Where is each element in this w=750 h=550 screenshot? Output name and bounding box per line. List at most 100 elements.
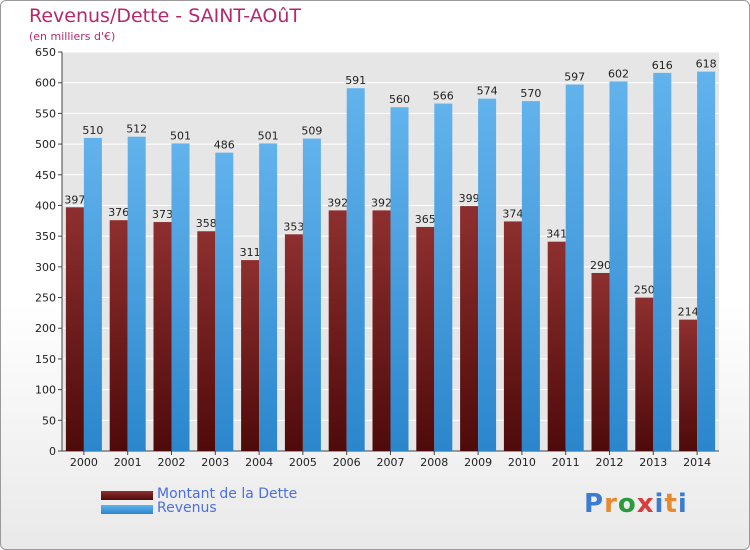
x-tick-label-2011: 2011 — [552, 456, 580, 469]
x-tick-label-2005: 2005 — [289, 456, 317, 469]
x-tick-label-2013: 2013 — [639, 456, 667, 469]
logo-letter: o — [617, 489, 637, 519]
data-label-dette-2010: 374 — [502, 207, 523, 220]
data-label-dette-2005: 353 — [283, 220, 304, 233]
bar-revenus-2000 — [83, 137, 102, 451]
data-label-dette-2003: 358 — [196, 217, 217, 230]
data-label-revenus-2009: 574 — [477, 85, 498, 98]
bar-revenus-2011 — [565, 84, 584, 451]
bar-dette-2002 — [153, 222, 172, 451]
logo-letter: r — [604, 489, 618, 519]
bar-dette-2005 — [284, 234, 303, 451]
bar-revenus-2008 — [434, 103, 453, 451]
bar-revenus-2014 — [697, 71, 716, 452]
bar-revenus-2005 — [302, 138, 321, 451]
y-tick-label-100: 100 — [35, 384, 56, 397]
data-label-dette-2011: 341 — [546, 228, 567, 241]
y-tick-label-150: 150 — [35, 353, 56, 366]
data-label-dette-2014: 214 — [678, 306, 699, 319]
x-tick-label-2009: 2009 — [464, 456, 492, 469]
x-tick-label-2002: 2002 — [158, 456, 186, 469]
bar-dette-2014 — [679, 319, 698, 451]
bar-dette-2013 — [635, 297, 654, 451]
data-label-revenus-2010: 570 — [520, 87, 541, 100]
bar-revenus-2012 — [609, 81, 628, 452]
bar-dette-2012 — [591, 272, 610, 451]
bar-revenus-2002 — [171, 143, 190, 451]
bar-revenus-2001 — [127, 136, 146, 452]
y-tick-label-50: 50 — [42, 414, 56, 427]
data-label-revenus-2005: 509 — [301, 125, 322, 138]
bar-dette-2009 — [460, 206, 479, 451]
bar-dette-2011 — [547, 241, 566, 451]
bar-dette-2001 — [109, 220, 128, 451]
x-tick-label-2012: 2012 — [596, 456, 624, 469]
logo-letter: P — [584, 489, 605, 519]
data-label-dette-2007: 392 — [371, 196, 392, 209]
data-label-dette-2006: 392 — [327, 196, 348, 209]
x-tick-label-2001: 2001 — [114, 456, 142, 469]
y-tick-label-200: 200 — [35, 322, 56, 335]
bar-revenus-2003 — [215, 152, 234, 451]
data-label-dette-2013: 250 — [634, 284, 655, 297]
y-tick-label-500: 500 — [35, 138, 56, 151]
data-label-revenus-2007: 560 — [389, 93, 410, 106]
data-label-revenus-2011: 597 — [564, 71, 585, 84]
data-label-revenus-2000: 510 — [82, 124, 103, 137]
bar-dette-2003 — [197, 231, 216, 451]
bar-dette-2010 — [503, 221, 522, 451]
legend-label-dette: Montant de la Dette — [157, 486, 298, 502]
data-label-dette-2004: 311 — [240, 246, 261, 259]
y-tick-label-550: 550 — [35, 107, 56, 120]
data-label-dette-2001: 376 — [108, 206, 129, 219]
data-label-revenus-2006: 591 — [345, 74, 366, 87]
data-label-dette-2002: 373 — [152, 208, 173, 221]
logo-letter: x — [636, 489, 655, 519]
x-tick-label-2006: 2006 — [333, 456, 361, 469]
legend-label-revenus: Revenus — [157, 500, 217, 516]
x-tick-label-2008: 2008 — [420, 456, 448, 469]
y-tick-label-0: 0 — [49, 445, 56, 458]
y-tick-label-350: 350 — [35, 230, 56, 243]
bar-dette-2006 — [328, 210, 347, 451]
logo-letter: i — [677, 489, 688, 519]
data-label-revenus-2004: 501 — [258, 129, 279, 142]
y-tick-label-250: 250 — [35, 292, 56, 305]
x-tick-label-2004: 2004 — [245, 456, 273, 469]
y-tick-label-600: 600 — [35, 77, 56, 90]
data-label-revenus-2008: 566 — [433, 90, 454, 103]
bar-revenus-2010 — [521, 101, 540, 451]
bar-revenus-2004 — [259, 143, 278, 451]
bar-revenus-2007 — [390, 107, 409, 451]
data-label-revenus-2012: 602 — [608, 67, 629, 80]
legend-swatch-revenus — [101, 505, 153, 514]
data-label-revenus-2003: 486 — [214, 139, 235, 152]
y-tick-label-650: 650 — [35, 46, 56, 59]
x-tick-label-2000: 2000 — [70, 456, 98, 469]
logo-letter: t — [664, 489, 678, 519]
data-label-revenus-2013: 616 — [652, 59, 673, 72]
bar-revenus-2013 — [653, 72, 672, 452]
bar-revenus-2009 — [478, 98, 497, 451]
data-label-dette-2008: 365 — [415, 213, 436, 226]
y-tick-label-300: 300 — [35, 261, 56, 274]
x-tick-label-2007: 2007 — [377, 456, 405, 469]
data-label-dette-2009: 399 — [459, 192, 480, 205]
bar-revenus-2006 — [346, 88, 365, 452]
legend-swatch-dette — [101, 491, 153, 500]
bar-dette-2004 — [241, 260, 260, 451]
data-label-revenus-2001: 512 — [126, 123, 147, 136]
data-label-revenus-2014: 618 — [696, 58, 717, 71]
x-tick-label-2010: 2010 — [508, 456, 536, 469]
data-label-dette-2000: 397 — [64, 193, 85, 206]
y-tick-label-450: 450 — [35, 169, 56, 182]
chart-subtitle: (en milliers d'€) — [29, 30, 116, 43]
x-tick-label-2014: 2014 — [683, 456, 711, 469]
data-label-revenus-2002: 501 — [170, 129, 191, 142]
x-tick-label-2003: 2003 — [201, 456, 229, 469]
bar-dette-2000 — [65, 207, 84, 451]
chart-title: Revenus/Dette - SAINT-AOûT — [29, 5, 301, 27]
bar-dette-2008 — [416, 226, 435, 451]
y-tick-label-400: 400 — [35, 199, 56, 212]
